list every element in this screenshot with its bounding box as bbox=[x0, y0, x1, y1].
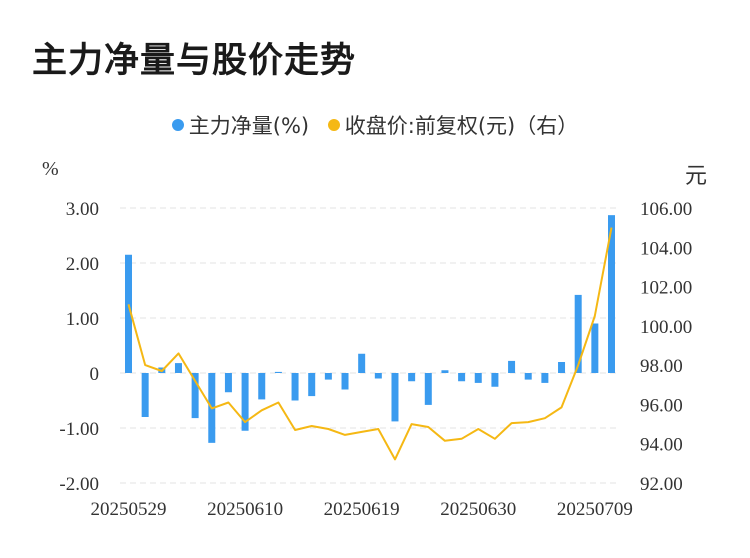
x-tick-label: 20250529 bbox=[91, 499, 167, 520]
left-tick-label: 1.00 bbox=[66, 309, 99, 330]
net-flow-bar[interactable] bbox=[224, 373, 232, 393]
legend: 主力净量(%) 收盘价:前复权(元)（右） bbox=[0, 110, 750, 140]
bar-series bbox=[125, 215, 615, 443]
x-tick-label: 20250619 bbox=[324, 499, 400, 520]
right-tick-label: 98.00 bbox=[640, 356, 683, 377]
net-flow-bar[interactable] bbox=[258, 373, 266, 400]
close-price-line[interactable] bbox=[127, 227, 613, 461]
chart-title: 主力净量与股价走势 bbox=[32, 41, 357, 81]
net-flow-bar[interactable] bbox=[125, 254, 132, 373]
left-tick-label: 2.00 bbox=[66, 254, 99, 275]
net-flow-bar[interactable] bbox=[308, 373, 316, 397]
left-tick-label: 3.00 bbox=[66, 199, 99, 220]
grid-lines bbox=[120, 207, 620, 484]
right-axis-ticks: 106.00 104.00 102.00 100.00 98.00 96.00 94.00 9… bbox=[640, 199, 692, 495]
net-flow-bar[interactable] bbox=[524, 373, 532, 380]
net-flow-bar[interactable] bbox=[174, 363, 182, 373]
x-tick-label: 20250709 bbox=[557, 499, 633, 520]
x-tick-label: 20250610 bbox=[207, 499, 283, 520]
net-flow-bar[interactable] bbox=[424, 373, 432, 405]
net-flow-bar[interactable] bbox=[141, 373, 149, 417]
legend-item-net-flow[interactable]: 主力净量(%) bbox=[171, 110, 310, 140]
legend-line-marker bbox=[327, 119, 340, 131]
net-flow-bar[interactable] bbox=[491, 373, 499, 387]
x-axis-ticks: 20250529 20250610 20250619 20250630 20250709 bbox=[91, 499, 633, 520]
net-flow-bar[interactable] bbox=[474, 373, 482, 383]
left-axis-unit: % bbox=[42, 158, 59, 180]
right-tick-label: 102.00 bbox=[640, 278, 692, 299]
net-flow-bar[interactable] bbox=[391, 373, 399, 422]
legend-label-close-price: 收盘价:前复权(元)（右） bbox=[344, 114, 579, 138]
net-flow-bar[interactable] bbox=[358, 353, 366, 373]
legend-bar-marker bbox=[171, 119, 184, 131]
net-flow-bar[interactable] bbox=[191, 373, 199, 419]
net-flow-bar[interactable] bbox=[374, 373, 382, 379]
right-tick-label: 92.00 bbox=[640, 474, 683, 495]
net-flow-bar[interactable] bbox=[291, 373, 299, 401]
right-tick-label: 100.00 bbox=[640, 317, 692, 338]
right-tick-label: 104.00 bbox=[640, 238, 692, 259]
net-flow-bar[interactable] bbox=[558, 362, 566, 373]
line-series bbox=[127, 227, 613, 461]
left-tick-label: -1.00 bbox=[59, 419, 99, 440]
net-flow-bar[interactable] bbox=[608, 215, 615, 373]
net-flow-bar[interactable] bbox=[341, 373, 349, 390]
net-flow-bar[interactable] bbox=[591, 323, 599, 374]
net-flow-bar[interactable] bbox=[408, 373, 416, 382]
right-tick-label: 106.00 bbox=[640, 199, 692, 220]
x-tick-label: 20250630 bbox=[440, 499, 516, 520]
net-flow-bar[interactable] bbox=[541, 373, 549, 383]
left-tick-label: -2.00 bbox=[59, 474, 99, 495]
right-tick-label: 94.00 bbox=[640, 435, 683, 456]
legend-label-net-flow: 主力净量(%) bbox=[188, 114, 310, 138]
net-flow-bar[interactable] bbox=[274, 371, 282, 373]
net-flow-bar[interactable] bbox=[458, 373, 466, 382]
net-flow-bar[interactable] bbox=[241, 373, 249, 431]
right-tick-label: 96.00 bbox=[640, 395, 683, 416]
legend-item-close-price[interactable]: 收盘价:前复权(元)（右） bbox=[327, 110, 579, 140]
net-flow-bar[interactable] bbox=[324, 373, 332, 380]
net-flow-bar[interactable] bbox=[574, 294, 582, 373]
net-flow-bar[interactable] bbox=[441, 370, 449, 373]
left-axis-ticks: 3.00 2.00 1.00 0 -1.00 -2.00 bbox=[59, 199, 99, 495]
left-tick-label: 0 bbox=[90, 364, 100, 385]
right-axis-unit: 元 bbox=[685, 164, 708, 189]
net-flow-bar[interactable] bbox=[508, 360, 516, 373]
